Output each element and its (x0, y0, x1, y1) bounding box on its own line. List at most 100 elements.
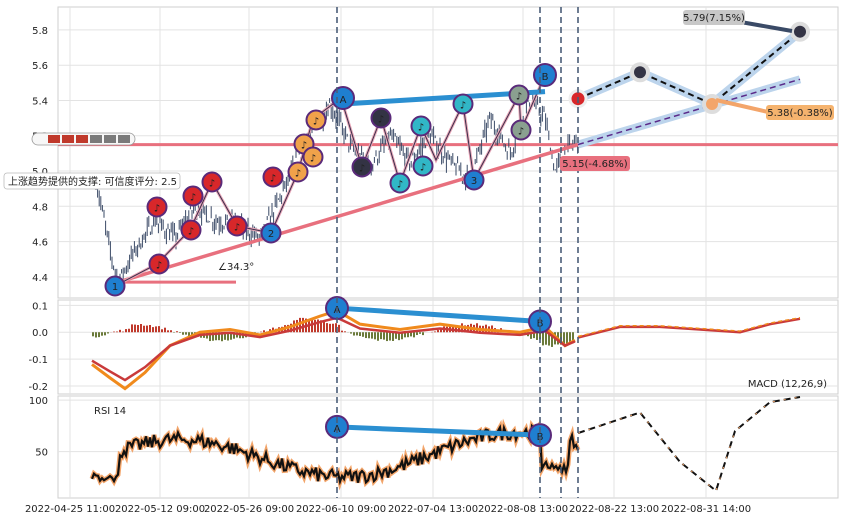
macd-histogram-bar (413, 332, 415, 338)
music-note-icon: ♪ (310, 154, 316, 165)
support-label-box (3, 172, 181, 190)
music-note-icon: ♪ (378, 115, 384, 126)
macd-histogram-bar (569, 332, 571, 345)
macd-line (91, 309, 576, 391)
music-note-icon: ♪ (209, 179, 215, 190)
macd-histogram-bar (140, 324, 142, 333)
signal-line (91, 316, 576, 382)
music-note-icon (305, 109, 327, 131)
macd-histogram-bar (371, 332, 373, 339)
music-note-icon (389, 172, 411, 194)
price-y-tick: 5.6 (32, 61, 48, 72)
macd-histogram-bar (335, 323, 337, 333)
music-note-icon (180, 219, 202, 241)
music-note-icon (182, 185, 204, 207)
macd-histogram-bar (362, 332, 364, 337)
music-note-icon (302, 146, 324, 168)
axes: 2022-04-25 11:00 2022-05-12 09:002022-05-… (25, 7, 751, 515)
rsi-y-tick: 100 (29, 396, 48, 407)
rsi-point-B (528, 423, 552, 448)
macd-histogram-bar (131, 324, 133, 333)
target-mid-box (766, 105, 834, 120)
music-note-icon: ♪ (188, 227, 194, 238)
angle-label: ∠34.3° (218, 262, 254, 273)
music-note-icon (287, 161, 309, 183)
music-note-icon: ♪ (418, 123, 424, 134)
macd-histogram-bar (125, 329, 127, 333)
macd-histogram-bar (332, 323, 334, 333)
macd-histogram-bar (146, 325, 148, 333)
rsi-y-tick: 50 (35, 448, 48, 459)
macd-histogram-bar (563, 332, 565, 346)
music-note-icon (146, 196, 168, 218)
macd-histogram-bar (542, 332, 544, 346)
macd-histogram-bar (119, 329, 121, 333)
music-note-icon (370, 107, 392, 129)
macd-histogram-bar (356, 332, 358, 336)
music-note-icon (262, 166, 284, 188)
macd-histogram-bar (143, 325, 145, 333)
rsi-panel: ABRSI 14 (89, 396, 801, 493)
music-note-icon: ♪ (516, 92, 522, 103)
macd-histogram-bar (212, 332, 214, 341)
macd-histogram-bar (572, 332, 574, 344)
macd-histogram-bar (230, 332, 232, 340)
indicator-icon (48, 135, 60, 143)
macd-histogram-bar (533, 332, 535, 339)
macd-histogram-bar (539, 332, 541, 340)
macd-histogram-bar (233, 332, 235, 339)
macd-histogram-bar (314, 319, 316, 333)
macd-y-tick: 0.0 (32, 328, 48, 339)
macd-y-tick: 0.1 (32, 301, 48, 312)
macd-histogram-bar (137, 325, 139, 333)
indicator-icon (90, 135, 102, 143)
macd-histogram-bar (551, 332, 553, 347)
macd-histogram-bar (392, 332, 394, 341)
macd-histogram-bar (458, 325, 460, 333)
macd-histogram-bar (134, 324, 136, 333)
music-note-icon: ♪ (301, 141, 307, 152)
macd-histogram-bar (224, 332, 226, 340)
music-note-icon: ♪ (313, 117, 319, 128)
macd-histogram-bar (422, 332, 424, 336)
x-tick-label: 2022-05-26 09:00 (204, 504, 294, 515)
macd-histogram-bar (176, 331, 178, 333)
macd-histogram-bar (128, 328, 130, 333)
macd-histogram-bar (338, 324, 340, 333)
price-y-tick: 5.0 (32, 167, 48, 178)
macd-histogram-bar (113, 331, 115, 333)
macd-histogram-bar (548, 332, 550, 346)
music-note-icon: ♪ (359, 164, 365, 175)
macd-histogram-bar (383, 332, 385, 340)
macd-histogram-bar (98, 332, 100, 338)
wave-point-label: A (340, 95, 347, 106)
macd-histogram-bar (566, 332, 568, 345)
macd-histogram-bar (167, 330, 169, 333)
rsi-title: RSI 14 (94, 406, 126, 417)
macd-histogram-bar (101, 332, 103, 336)
macd-histogram-bar (170, 330, 172, 333)
macd-point-label: B (537, 318, 544, 329)
macd-histogram-bar (218, 332, 220, 341)
macd-histogram-bar (116, 331, 118, 333)
macd-histogram-bar (341, 330, 343, 333)
wave-point-label: 1 (112, 282, 118, 293)
annotations: 上涨趋势提供的支撑: 可信度评分: 2.5 5.79(7.15%) 5.38(-0.… (3, 10, 834, 190)
indicator-icon (104, 135, 116, 143)
x-tick-label: 2022-07-04 13:00 (388, 504, 478, 515)
macd-histogram-bar (149, 324, 151, 333)
macd-histogram-bar (365, 332, 367, 339)
music-note-icon (410, 115, 432, 137)
forecast-marker (630, 62, 650, 83)
macd-histogram-bar (398, 332, 400, 341)
macd-histogram-bar (95, 332, 97, 338)
macd-histogram-bar (122, 331, 124, 333)
macd-histogram-bar (263, 330, 265, 333)
macd-histogram-bar (380, 332, 382, 340)
wave-point-1 (104, 275, 126, 297)
macd-histogram-bar (530, 332, 532, 339)
macd-histogram-bar (296, 319, 298, 333)
x-tick-label: 2022-06-10 09:00 (296, 504, 386, 515)
